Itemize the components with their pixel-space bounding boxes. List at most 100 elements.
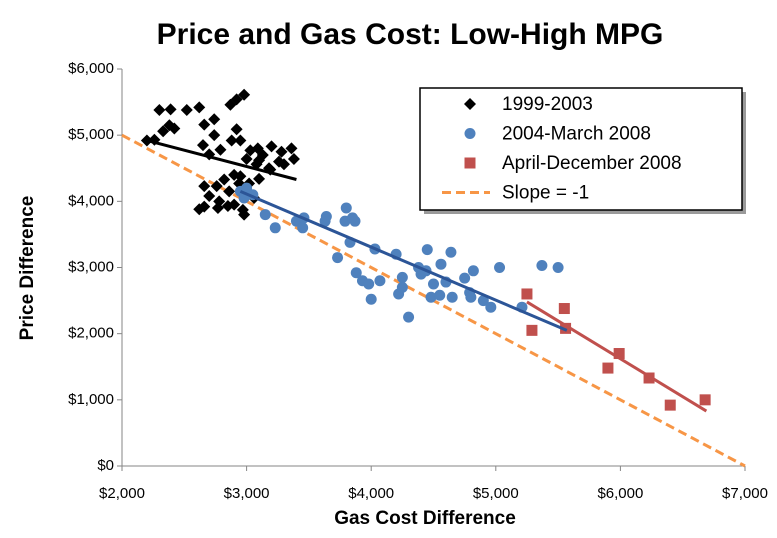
- data-point: [168, 122, 181, 135]
- data-point: [244, 144, 257, 157]
- data-point: [365, 293, 377, 305]
- data-point: [350, 267, 362, 279]
- data-point: [223, 185, 236, 198]
- legend-label: Slope = -1: [502, 183, 589, 204]
- legend-swatch: [464, 157, 476, 169]
- y-tick-label: $3,000: [68, 258, 114, 275]
- data-point: [208, 129, 221, 142]
- data-point: [459, 272, 471, 284]
- data-point: [374, 275, 386, 287]
- data-point: [446, 291, 458, 303]
- data-point: [269, 222, 281, 234]
- data-point: [425, 291, 437, 303]
- data-point: [236, 203, 249, 216]
- data-point: [285, 142, 298, 155]
- data-point: [193, 101, 206, 114]
- data-point: [275, 145, 288, 158]
- data-point: [198, 180, 211, 193]
- data-point: [465, 291, 477, 303]
- data-point: [234, 134, 247, 147]
- y-tick-label: $2,000: [68, 325, 114, 342]
- legend-swatch: [464, 98, 476, 110]
- data-point: [699, 394, 711, 406]
- data-point: [238, 88, 251, 101]
- data-point: [526, 324, 538, 336]
- data-point: [349, 215, 361, 227]
- data-point: [485, 301, 497, 313]
- data-point: [363, 278, 375, 290]
- data-point: [196, 139, 209, 152]
- data-point: [211, 201, 224, 214]
- data-point: [221, 199, 234, 212]
- data-point: [467, 265, 479, 277]
- data-point: [332, 252, 344, 264]
- y-axis-title: Price Difference: [17, 196, 38, 341]
- data-point: [234, 170, 247, 183]
- data-point: [403, 311, 415, 323]
- data-point: [164, 103, 177, 116]
- data-point: [552, 262, 564, 273]
- legend-label: 1999-2003: [502, 94, 593, 115]
- data-point: [225, 134, 238, 147]
- data-point: [340, 202, 352, 214]
- data-point: [240, 152, 253, 165]
- data-point: [153, 104, 166, 117]
- data-point: [208, 113, 221, 126]
- data-point: [435, 258, 447, 270]
- data-point: [210, 180, 223, 193]
- data-point: [613, 348, 625, 360]
- y-tick-label: $6,000: [68, 60, 114, 77]
- data-point: [320, 211, 332, 223]
- data-point: [253, 154, 266, 167]
- legend-label: April-December 2008: [502, 153, 682, 174]
- x-tick-label: $7,000: [722, 485, 768, 502]
- data-point: [434, 289, 446, 301]
- legend-box: [419, 87, 743, 211]
- trendline: [146, 139, 297, 181]
- data-point: [428, 278, 439, 290]
- legend-label: 2004-March 2008: [502, 124, 651, 145]
- data-point: [664, 399, 676, 411]
- data-point: [253, 172, 266, 185]
- x-tick-label: $4,000: [348, 485, 394, 502]
- y-tick-label: $1,000: [68, 391, 114, 408]
- x-tick-label: $5,000: [473, 485, 519, 502]
- data-point: [396, 281, 408, 293]
- legend: 1999-2003 2004-March 2008 April-December 2…: [419, 87, 746, 214]
- data-point: [265, 140, 278, 153]
- data-point: [494, 262, 506, 273]
- data-point: [214, 143, 227, 156]
- data-point: [602, 362, 614, 374]
- data-point: [218, 173, 231, 186]
- data-point: [396, 271, 408, 283]
- data-point: [230, 93, 243, 106]
- data-point: [180, 104, 193, 117]
- data-point: [477, 295, 489, 307]
- data-point: [643, 372, 655, 384]
- data-point: [193, 203, 206, 216]
- legend-swatch: [464, 128, 476, 139]
- trendline: [239, 190, 568, 332]
- trendline: [526, 300, 708, 413]
- data-point: [536, 260, 548, 272]
- data-point: [421, 244, 433, 256]
- y-tick-label: $0: [97, 457, 114, 474]
- x-axis-title: Gas Cost Difference: [334, 508, 516, 529]
- y-tick-label: $4,000: [68, 192, 114, 209]
- y-tick-label: $5,000: [68, 126, 114, 143]
- chart-title: Price and Gas Cost: Low-High MPG: [157, 18, 664, 51]
- x-tick-label: $6,000: [597, 485, 643, 502]
- data-point: [297, 222, 309, 234]
- data-point: [415, 268, 427, 280]
- data-point: [521, 288, 533, 300]
- data-point: [558, 303, 570, 315]
- data-point: [445, 246, 457, 258]
- data-point: [230, 123, 243, 136]
- data-point: [198, 118, 211, 131]
- data-point: [272, 155, 285, 168]
- data-point: [287, 152, 300, 165]
- data-point: [259, 209, 271, 221]
- x-tick-label: $3,000: [224, 485, 270, 502]
- data-point: [203, 190, 216, 203]
